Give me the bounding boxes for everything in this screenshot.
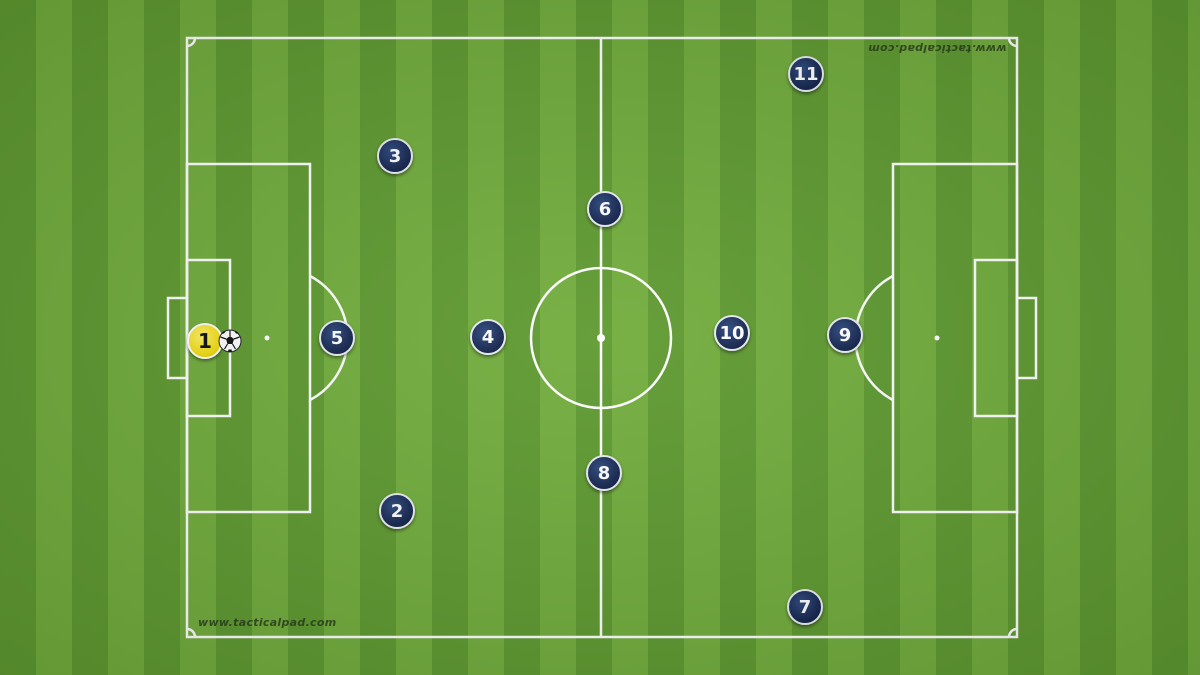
player-5[interactable]: 5 (319, 320, 355, 356)
player-9[interactable]: 9 (827, 317, 863, 353)
player-6[interactable]: 6 (587, 191, 623, 227)
corner-arc-bottom-right (1007, 627, 1018, 638)
corner-arc-top-left (186, 37, 197, 48)
player-10[interactable]: 10 (714, 315, 750, 351)
watermark-top: www.tacticalpad.com (868, 42, 1007, 55)
player-8[interactable]: 8 (586, 455, 622, 491)
right-penalty-spot (934, 335, 940, 341)
right-goal (1015, 296, 1038, 380)
right-penalty-area (891, 162, 1019, 514)
player-4[interactable]: 4 (470, 319, 506, 355)
center-spot (597, 334, 605, 342)
player-3[interactable]: 3 (377, 138, 413, 174)
center-circle (529, 266, 673, 410)
player-1-goalkeeper[interactable]: 1 (187, 323, 223, 359)
corner-arc-bottom-left (186, 627, 197, 638)
soccer-ball-icon[interactable] (218, 329, 242, 353)
left-goal (166, 296, 189, 380)
corner-arc-top-right (1007, 37, 1018, 48)
player-7[interactable]: 7 (787, 589, 823, 625)
right-goal-area (973, 258, 1019, 418)
left-penalty-spot (264, 335, 270, 341)
player-11[interactable]: 11 (788, 56, 824, 92)
player-2[interactable]: 2 (379, 493, 415, 529)
watermark-bottom: www.tacticalpad.com (198, 616, 337, 629)
